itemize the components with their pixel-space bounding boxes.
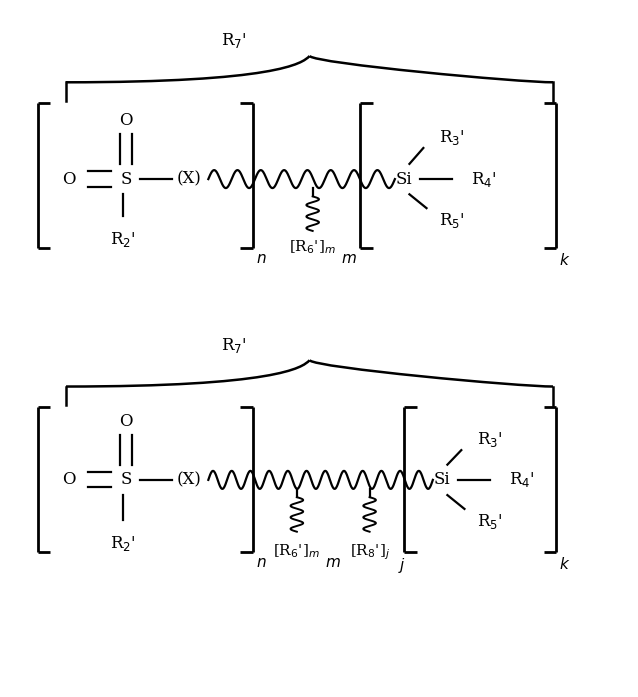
Text: Si: Si <box>434 471 450 489</box>
Text: $k$: $k$ <box>560 252 570 268</box>
Text: R$_3$': R$_3$' <box>439 128 464 147</box>
Text: R$_2$': R$_2$' <box>110 229 136 249</box>
Text: Si: Si <box>396 171 413 187</box>
Text: $m$: $m$ <box>325 556 341 570</box>
Text: $n$: $n$ <box>256 252 267 266</box>
Text: R$_7$': R$_7$' <box>221 31 246 50</box>
Text: O: O <box>119 413 133 429</box>
Text: $n$: $n$ <box>256 556 267 570</box>
Text: R$_5$': R$_5$' <box>477 512 503 531</box>
Text: R$_7$': R$_7$' <box>221 335 246 355</box>
Text: (X): (X) <box>177 471 202 489</box>
Text: [R$_6$']$_m$: [R$_6$']$_m$ <box>289 238 336 256</box>
Text: $m$: $m$ <box>341 252 357 266</box>
Text: S: S <box>121 171 132 187</box>
Text: R$_2$': R$_2$' <box>110 534 136 553</box>
Text: $j$: $j$ <box>398 556 406 575</box>
Text: [R$_6$']$_m$: [R$_6$']$_m$ <box>274 542 320 560</box>
Text: O: O <box>119 112 133 129</box>
Text: R$_3$': R$_3$' <box>477 430 503 450</box>
Text: [R$_8$']$_j$: [R$_8$']$_j$ <box>350 542 390 562</box>
Text: O: O <box>63 171 76 187</box>
Text: R$_4$': R$_4$' <box>471 169 496 189</box>
Text: O: O <box>63 471 76 489</box>
Text: $k$: $k$ <box>560 556 570 572</box>
Text: R$_5$': R$_5$' <box>439 211 464 230</box>
Text: S: S <box>121 471 132 489</box>
Text: R$_4$': R$_4$' <box>508 470 534 489</box>
Text: (X): (X) <box>177 171 202 187</box>
